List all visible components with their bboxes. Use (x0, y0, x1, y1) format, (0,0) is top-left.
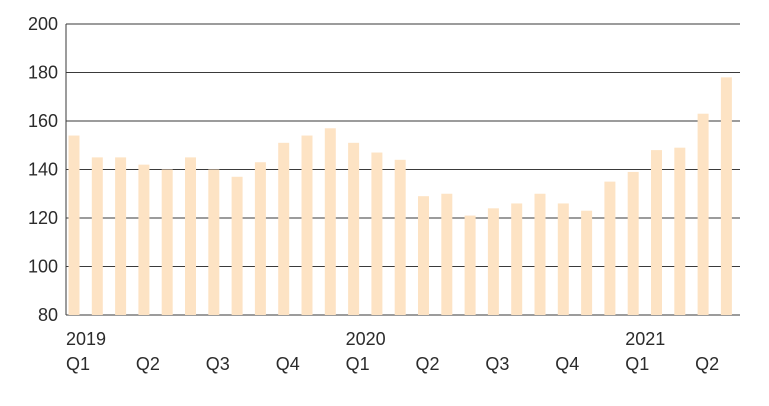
bar (697, 113, 709, 315)
y-axis-ticks: 80 100 120 140 160 180 200 (28, 14, 58, 325)
bar (651, 150, 662, 315)
x-quarter-label: Q4 (555, 354, 579, 374)
bar (348, 142, 360, 315)
bar (254, 162, 266, 315)
x-quarter-label: Q2 (695, 354, 719, 374)
bar (534, 193, 546, 315)
bar (161, 169, 173, 315)
bar (418, 196, 429, 315)
x-year-label: 2021 (625, 329, 665, 349)
y-tick-label: 160 (28, 111, 58, 131)
y-tick-label: 120 (28, 208, 58, 228)
bar (278, 142, 290, 315)
y-tick-label: 140 (28, 160, 58, 180)
bar (511, 203, 523, 315)
bar (627, 171, 639, 315)
bar (604, 181, 616, 316)
x-year-label: 2019 (66, 329, 106, 349)
x-quarter-label: Q2 (416, 354, 440, 374)
x-quarter-label: Q1 (346, 354, 370, 374)
x-quarter-label: Q2 (136, 354, 160, 374)
bar (138, 164, 150, 315)
y-tick-label: 200 (28, 14, 58, 34)
x-quarter-label: Q4 (276, 354, 300, 374)
bar (441, 193, 453, 315)
x-quarter-label: Q1 (66, 354, 90, 374)
bar (185, 157, 196, 316)
x-axis-ticks: 2019 2020 2021 Q1 Q2 Q3 Q4 Q1 Q2 Q3 Q4 Q1 Q2 (66, 329, 719, 374)
bar (581, 210, 593, 315)
bar (464, 215, 476, 315)
bar (91, 157, 103, 316)
bar (231, 176, 243, 315)
x-year-label: 2020 (346, 329, 386, 349)
bars (68, 77, 732, 316)
bar (115, 157, 127, 316)
x-quarter-label: Q3 (485, 354, 509, 374)
bar (674, 147, 686, 315)
x-quarter-label: Q1 (625, 354, 649, 374)
y-tick-label: 100 (28, 257, 58, 277)
bar (720, 77, 732, 315)
bar (557, 203, 569, 315)
bar (394, 159, 406, 315)
bar (301, 135, 313, 315)
bar (208, 169, 220, 315)
x-quarter-label: Q3 (206, 354, 230, 374)
bar (371, 152, 383, 315)
y-tick-label: 180 (28, 63, 58, 83)
bar (68, 135, 80, 315)
bar (487, 208, 499, 315)
bar (324, 128, 336, 315)
y-tick-label: 80 (38, 305, 58, 325)
